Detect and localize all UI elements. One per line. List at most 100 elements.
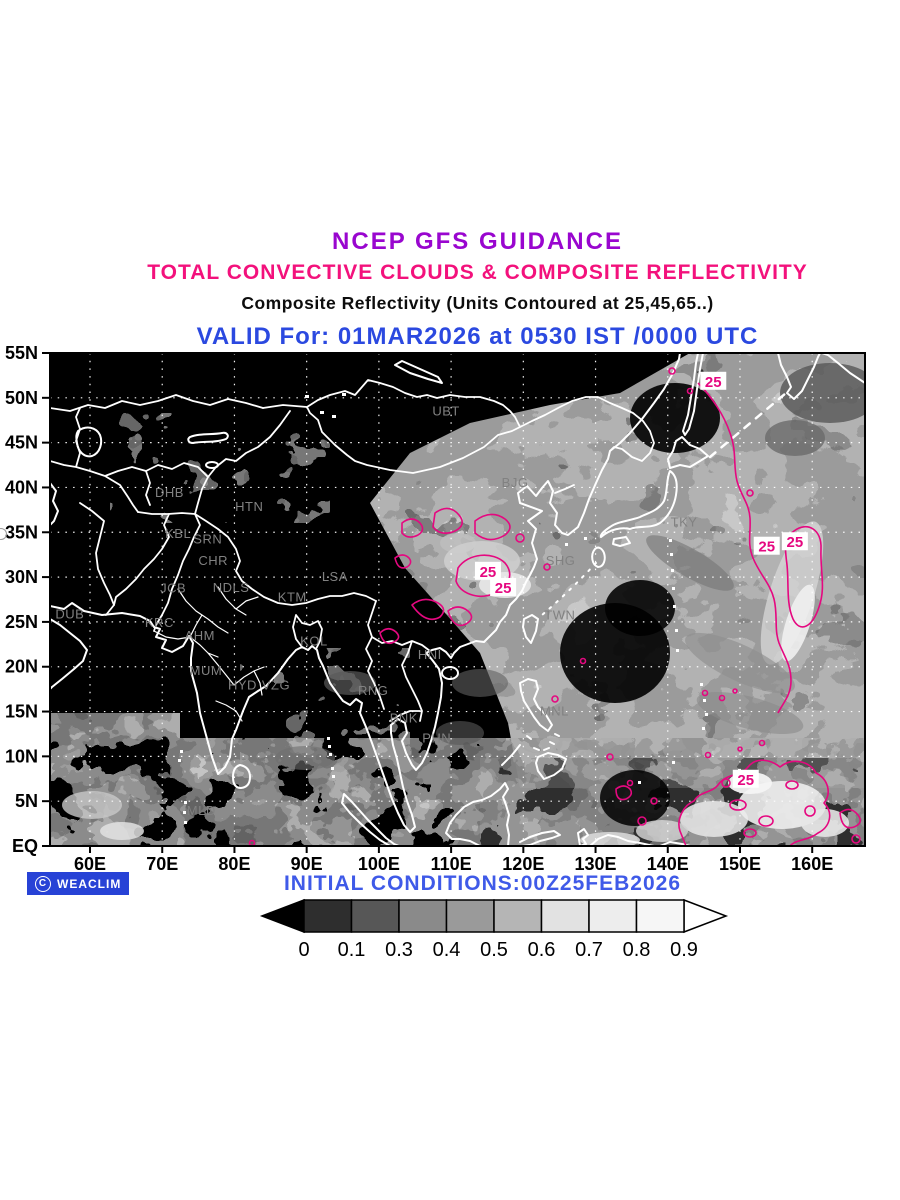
y-tick-label: 40N (5, 477, 38, 497)
contour-east-japan-loop (784, 525, 824, 628)
map-figure: UBT DHB HTN KBL SRN CHR JCB NDLS KTM LSA DUB KRC AHM… (5, 345, 866, 874)
title-model: NCEP GFS GUIDANCE (332, 228, 623, 255)
india-pakistan-border (153, 513, 201, 632)
city-label-tky: TKY (671, 514, 698, 529)
city-label-ktm: KTM (278, 590, 307, 605)
city-label-ubt: UBT (432, 403, 460, 418)
colorbar-value: 0.3 (385, 939, 413, 961)
city-label-dhb: DHB (155, 485, 184, 500)
city-label-shg: SHG (546, 553, 576, 568)
kamchatka (777, 353, 865, 400)
hokkaido (667, 436, 709, 469)
visayas (526, 733, 560, 751)
contour-label-text: 25 (737, 772, 754, 789)
city-label-twn: TWN (544, 608, 575, 623)
city-label-mld: MLD (187, 803, 216, 818)
colorbar: 0 0.1 0.3 0.4 0.5 0.6 0.7 0.8 0.9 (259, 898, 729, 961)
city-label-chr: CHR (198, 553, 228, 568)
contour-label-box (753, 536, 780, 555)
weaclim-logo[interactable]: C WEACLIM (27, 872, 130, 895)
amur-border (519, 396, 655, 462)
xinjiang-border (194, 410, 291, 515)
x-tick-label: 140E (647, 854, 689, 874)
map-frame (49, 352, 866, 847)
taiwan (522, 614, 539, 644)
y-tick-label: 10N (5, 746, 38, 766)
india-state-borders (153, 586, 265, 722)
caspian-edge (50, 482, 59, 526)
colorbar-cell (303, 899, 353, 933)
y-tick-label: 45N (5, 433, 38, 453)
y-axis-labels: 55N 50N 45N 40N 35N 30N 25N 20N 15N 10N 5N EQ (5, 345, 38, 856)
colorbar-labels: 0 0.1 0.3 0.4 0.5 0.6 0.7 0.8 0.9 (298, 939, 697, 961)
copyright-icon: C (35, 875, 51, 892)
title-product: TOTAL CONVECTIVE CLOUDS & COMPOSITE REFL… (147, 261, 808, 284)
indochina-borders (365, 600, 431, 722)
x-tick-label: 110E (431, 854, 472, 874)
contour-label-text: 25 (787, 534, 804, 551)
ryukyu-islands (541, 562, 597, 616)
himalaya-border (194, 513, 377, 606)
kyushu (591, 546, 606, 568)
palawan (501, 744, 521, 766)
y-tick-label: 20N (5, 657, 38, 677)
x-axis-labels: 60E 70E 80E 90E 100E 110E 120E 130E 140E 150E 160E (74, 854, 833, 874)
contour-label-box (781, 532, 808, 551)
city-label-vzg: VZG (262, 678, 290, 693)
colorbar-value: 0 (298, 939, 309, 961)
title-contour-note: Composite Reflectivity (Units Contoured … (241, 293, 714, 313)
colorbar-value: 0.8 (623, 939, 651, 961)
colorbar-cell (445, 899, 495, 933)
title-valid-time: VALID For: 01MAR2026 at 0530 IST /0000 U… (196, 323, 759, 350)
y-tick-label: 15N (5, 702, 38, 722)
bangladesh-border (292, 614, 323, 650)
lake-balkhash (187, 431, 229, 444)
colorbar-value: 0.5 (480, 939, 508, 961)
colorbar-value: 0.9 (670, 939, 698, 961)
y-tick-label: 25N (5, 612, 38, 632)
honshu (599, 470, 678, 538)
contour-label-box (474, 561, 501, 580)
lake-baikal (394, 360, 443, 384)
afghan-north-border (137, 511, 196, 515)
colorbar-cells (303, 899, 685, 933)
contour-tropical-main (678, 759, 831, 846)
y-tick-label: 30N (5, 567, 38, 587)
mindanao (535, 752, 567, 780)
x-tick-label: 60E (74, 854, 106, 874)
borneo (445, 782, 510, 846)
city-label-ahm: AHM (185, 628, 215, 643)
city-label-mnl: MNL (540, 704, 569, 719)
y-tick-label: 50N (5, 388, 38, 408)
colorbar-cell (398, 899, 448, 933)
sulawesi (519, 830, 561, 846)
city-label-hyd: HYD (228, 678, 257, 693)
colorbar-value: 0.4 (433, 939, 461, 961)
y-tick-label: 55N (5, 345, 38, 363)
asia-mainland-coast (50, 353, 681, 833)
russia-kazakh-border (50, 394, 264, 412)
oman-coast (50, 618, 88, 690)
contour-label-box (490, 577, 517, 596)
city-label-srn: SRN (193, 531, 222, 546)
x-tick-label: 90E (291, 854, 323, 874)
contour-kuril-line (697, 382, 792, 714)
country-borders (50, 379, 655, 722)
x-tick-label: 120E (502, 854, 544, 874)
x-tick-label: 160E (791, 854, 833, 874)
luzon (519, 678, 553, 732)
contour-label-box (732, 769, 759, 788)
city-label-kol: KOL (300, 634, 328, 649)
reflectivity-contours (248, 367, 862, 846)
mongolia-border (262, 379, 521, 474)
colorbar-value: 0.6 (528, 939, 556, 961)
sri-lanka (232, 764, 251, 789)
durand-border (113, 513, 170, 606)
contour-label-text: 25 (495, 580, 512, 597)
hainan (441, 666, 459, 680)
grid-lines (50, 353, 865, 846)
colorbar-cell (540, 899, 590, 933)
korea-dmz (554, 484, 575, 494)
city-label-krc: KRC (145, 615, 174, 630)
